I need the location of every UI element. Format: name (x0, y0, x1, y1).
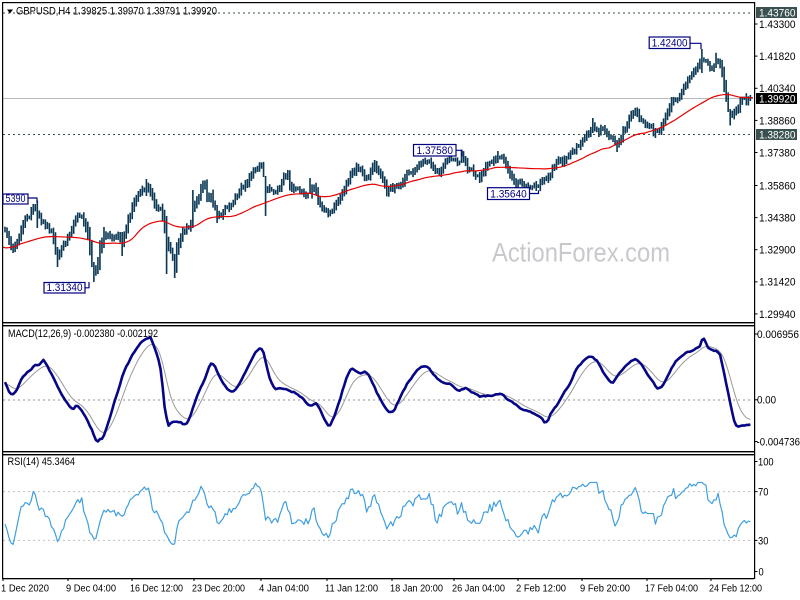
svg-text:1.37580: 1.37580 (417, 145, 453, 157)
svg-text:1.38280: 1.38280 (759, 129, 796, 141)
svg-text:1.34380: 1.34380 (759, 213, 796, 225)
svg-text:1 Dec 2020: 1 Dec 2020 (1, 584, 49, 595)
svg-text:1.31420: 1.31420 (759, 277, 796, 289)
svg-text:1.43300: 1.43300 (759, 19, 796, 31)
svg-text:18 Jan 20:00: 18 Jan 20:00 (390, 584, 443, 595)
svg-text:17 Feb 04:00: 17 Feb 04:00 (645, 584, 698, 595)
svg-text:1.31340: 1.31340 (47, 282, 83, 294)
svg-text:24 Feb 12:00: 24 Feb 12:00 (709, 584, 762, 595)
svg-text:1.38860: 1.38860 (759, 115, 796, 127)
svg-text:100: 100 (758, 456, 774, 468)
svg-text:1.43760: 1.43760 (759, 7, 796, 19)
svg-text:RSI(14) 45.3464: RSI(14) 45.3464 (8, 456, 76, 468)
svg-text:1.29940: 1.29940 (759, 309, 796, 321)
svg-text:23 Dec 20:00: 23 Dec 20:00 (192, 584, 245, 595)
svg-text:26 Jan 04:00: 26 Jan 04:00 (452, 584, 505, 595)
svg-text:1.32900: 1.32900 (759, 245, 796, 257)
svg-text:0: 0 (759, 566, 764, 578)
svg-text:1.41820: 1.41820 (759, 51, 796, 63)
svg-text:5390: 5390 (6, 193, 26, 205)
svg-text:1.37380: 1.37380 (759, 147, 796, 159)
svg-text:30: 30 (758, 535, 768, 547)
svg-text:1.35640: 1.35640 (490, 188, 526, 200)
svg-text:16 Dec 12:00: 16 Dec 12:00 (130, 584, 183, 595)
svg-text:9 Feb 20:00: 9 Feb 20:00 (580, 584, 630, 595)
svg-text:70: 70 (758, 487, 768, 499)
svg-text:0.006956: 0.006956 (757, 329, 799, 341)
svg-text:9 Dec 04:00: 9 Dec 04:00 (66, 584, 116, 595)
svg-text:MACD(12,26,9) -0.002380 -0.002: MACD(12,26,9) -0.002380 -0.002192 (8, 328, 158, 340)
svg-text:1.35860: 1.35860 (759, 180, 796, 192)
svg-text:ActionForex.com: ActionForex.com (492, 238, 670, 268)
svg-text:1.39920: 1.39920 (759, 93, 796, 105)
svg-text:11 Jan 12:00: 11 Jan 12:00 (325, 584, 378, 595)
svg-text:2 Feb 12:00: 2 Feb 12:00 (516, 584, 566, 595)
svg-text:GBPUSD,H4 1.39825 1.39970 1.39: GBPUSD,H4 1.39825 1.39970 1.39791 1.3992… (16, 6, 217, 18)
svg-text:1.40340: 1.40340 (759, 83, 796, 95)
svg-text:-0.004736: -0.004736 (757, 436, 800, 448)
svg-text:0.00: 0.00 (757, 395, 776, 407)
svg-text:1.42400: 1.42400 (652, 37, 688, 49)
svg-text:4 Jan 04:00: 4 Jan 04:00 (259, 584, 309, 595)
